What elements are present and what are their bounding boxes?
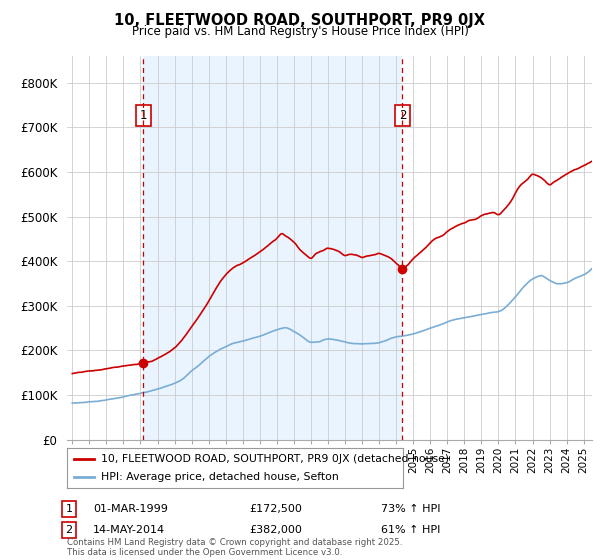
Bar — [143, 56, 403, 440]
Text: 10, FLEETWOOD ROAD, SOUTHPORT, PR9 0JX: 10, FLEETWOOD ROAD, SOUTHPORT, PR9 0JX — [115, 13, 485, 28]
Text: Price paid vs. HM Land Registry's House Price Index (HPI): Price paid vs. HM Land Registry's House … — [131, 25, 469, 38]
Text: 10, FLEETWOOD ROAD, SOUTHPORT, PR9 0JX (detached house): 10, FLEETWOOD ROAD, SOUTHPORT, PR9 0JX (… — [101, 454, 449, 464]
Text: 1: 1 — [65, 504, 73, 514]
Text: £382,000: £382,000 — [249, 525, 302, 535]
Text: 14-MAY-2014: 14-MAY-2014 — [93, 525, 165, 535]
Text: HPI: Average price, detached house, Sefton: HPI: Average price, detached house, Seft… — [101, 472, 338, 482]
Text: £172,500: £172,500 — [249, 504, 302, 514]
Text: 73% ↑ HPI: 73% ↑ HPI — [381, 504, 440, 514]
Text: 61% ↑ HPI: 61% ↑ HPI — [381, 525, 440, 535]
Text: 2: 2 — [399, 109, 406, 122]
Text: Contains HM Land Registry data © Crown copyright and database right 2025.
This d: Contains HM Land Registry data © Crown c… — [67, 538, 403, 557]
Text: 01-MAR-1999: 01-MAR-1999 — [93, 504, 168, 514]
Text: 2: 2 — [65, 525, 73, 535]
Text: 1: 1 — [140, 109, 147, 122]
